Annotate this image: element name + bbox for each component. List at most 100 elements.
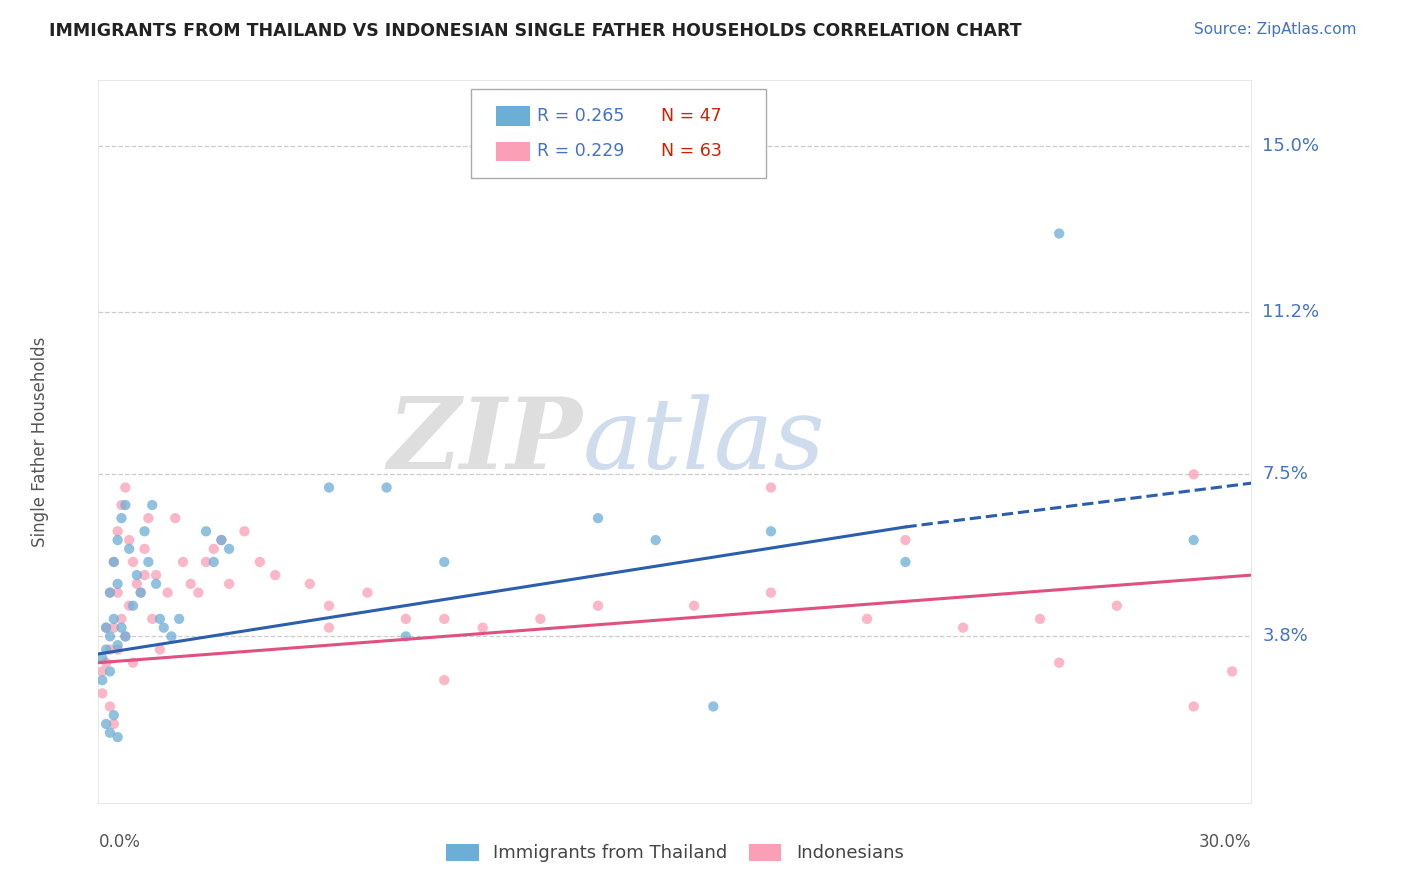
- Text: 15.0%: 15.0%: [1263, 137, 1319, 155]
- Point: [103, 708, 125, 723]
- Point: [433, 555, 456, 569]
- Point: [107, 524, 129, 539]
- Point: [298, 577, 321, 591]
- Text: N = 47: N = 47: [661, 107, 721, 125]
- Point: [202, 555, 225, 569]
- Point: [529, 612, 551, 626]
- Text: 7.5%: 7.5%: [1263, 466, 1309, 483]
- Point: [1182, 533, 1205, 547]
- Point: [395, 629, 418, 643]
- Point: [471, 621, 494, 635]
- Text: ZIP: ZIP: [388, 393, 582, 490]
- Point: [114, 629, 136, 643]
- Point: [141, 612, 163, 626]
- Point: [218, 541, 240, 556]
- Point: [107, 577, 129, 591]
- Point: [122, 555, 145, 569]
- Point: [98, 665, 121, 679]
- Point: [433, 612, 456, 626]
- Text: 11.2%: 11.2%: [1263, 303, 1320, 321]
- Point: [145, 568, 167, 582]
- Point: [233, 524, 256, 539]
- Point: [134, 524, 156, 539]
- Point: [759, 524, 782, 539]
- Point: [318, 621, 340, 635]
- Point: [141, 498, 163, 512]
- Point: [107, 730, 129, 744]
- Point: [91, 686, 114, 700]
- Point: [94, 621, 117, 635]
- Point: [318, 481, 340, 495]
- Point: [98, 585, 121, 599]
- Point: [91, 665, 114, 679]
- Point: [114, 481, 136, 495]
- Point: [395, 612, 418, 626]
- Point: [702, 699, 724, 714]
- Point: [1029, 612, 1052, 626]
- Point: [264, 568, 287, 582]
- Point: [107, 585, 129, 599]
- Point: [759, 585, 782, 599]
- Point: [375, 481, 398, 495]
- Point: [110, 612, 132, 626]
- Point: [98, 629, 121, 643]
- Point: [644, 533, 666, 547]
- Point: [107, 642, 129, 657]
- Point: [103, 612, 125, 626]
- Point: [129, 585, 152, 599]
- Point: [103, 555, 125, 569]
- Point: [209, 533, 232, 547]
- Point: [172, 555, 194, 569]
- Point: [107, 533, 129, 547]
- Point: [180, 577, 202, 591]
- Point: [149, 612, 172, 626]
- Point: [125, 577, 148, 591]
- Point: [165, 511, 187, 525]
- Point: [103, 555, 125, 569]
- Point: [98, 642, 121, 657]
- Point: [91, 673, 114, 688]
- Point: [103, 621, 125, 635]
- Point: [94, 656, 117, 670]
- Text: Single Father Households: Single Father Households: [31, 336, 49, 547]
- Point: [1047, 656, 1070, 670]
- Point: [1182, 699, 1205, 714]
- Text: 30.0%: 30.0%: [1199, 833, 1251, 851]
- Point: [202, 541, 225, 556]
- Point: [98, 725, 121, 739]
- Point: [118, 599, 141, 613]
- Point: [114, 498, 136, 512]
- Point: [433, 673, 456, 688]
- Text: N = 63: N = 63: [661, 143, 721, 161]
- Point: [856, 612, 879, 626]
- Point: [156, 585, 179, 599]
- Text: R = 0.265: R = 0.265: [537, 107, 624, 125]
- Point: [110, 511, 132, 525]
- Point: [586, 599, 609, 613]
- Point: [138, 511, 160, 525]
- Point: [249, 555, 271, 569]
- Point: [134, 568, 156, 582]
- Point: [318, 599, 340, 613]
- Point: [952, 621, 974, 635]
- Point: [145, 577, 167, 591]
- Point: [683, 599, 706, 613]
- Point: [195, 524, 218, 539]
- Text: 0.0%: 0.0%: [98, 833, 141, 851]
- Point: [209, 533, 232, 547]
- Point: [759, 481, 782, 495]
- Point: [894, 555, 917, 569]
- Text: R = 0.229: R = 0.229: [537, 143, 624, 161]
- Point: [134, 541, 156, 556]
- Point: [125, 568, 148, 582]
- Point: [122, 599, 145, 613]
- Point: [187, 585, 209, 599]
- Point: [94, 642, 117, 657]
- Point: [1047, 227, 1070, 241]
- Point: [110, 498, 132, 512]
- Point: [356, 585, 378, 599]
- Point: [1105, 599, 1128, 613]
- Point: [122, 656, 145, 670]
- Point: [149, 642, 172, 657]
- Text: atlas: atlas: [582, 394, 825, 489]
